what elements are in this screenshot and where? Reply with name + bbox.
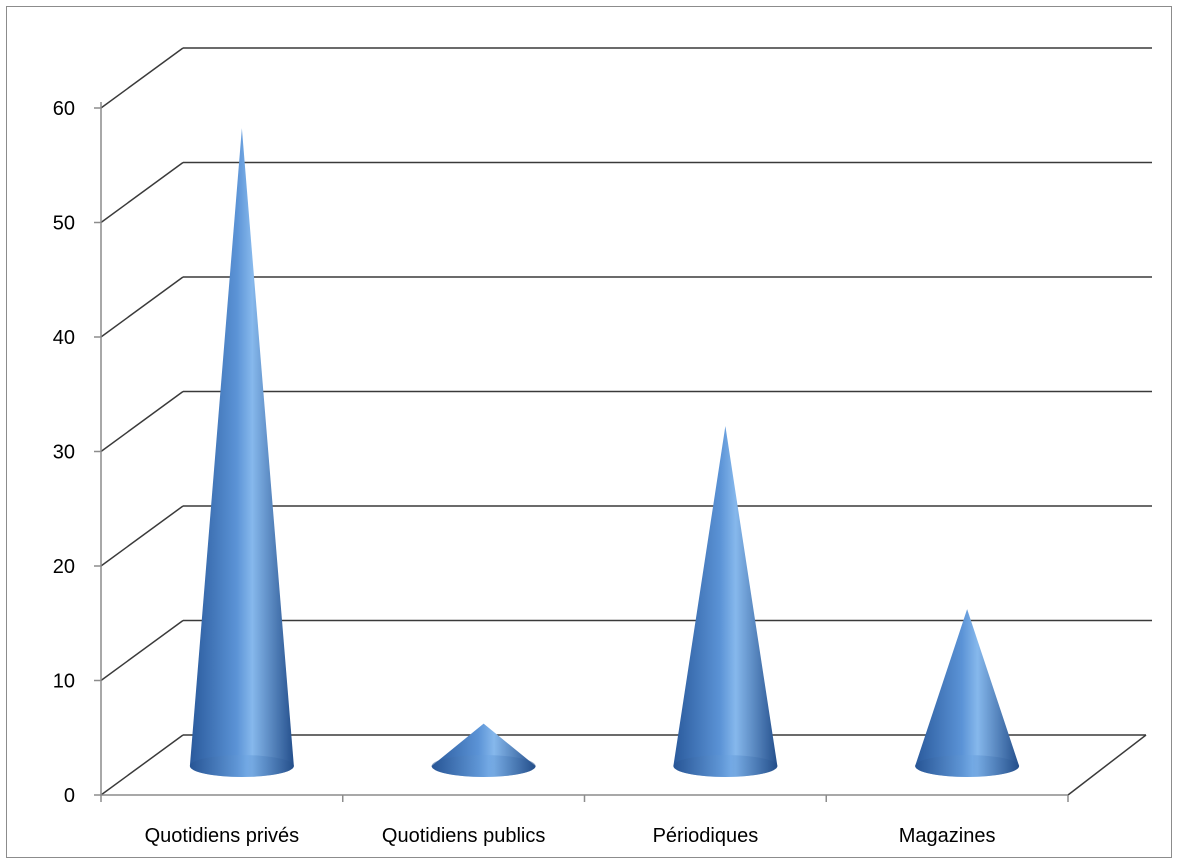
- cone: [673, 425, 778, 778]
- gridline-side: [100, 47, 184, 109]
- gridlines: [100, 47, 1152, 682]
- y-tick-label: 0: [64, 785, 75, 807]
- gridline-side: [100, 505, 184, 567]
- gridline-side: [100, 390, 184, 453]
- category-label: Quotidiens publics: [382, 825, 545, 847]
- cone: [915, 609, 1020, 778]
- cone-base: [673, 755, 778, 777]
- gridline-side: [100, 276, 184, 338]
- cone: [431, 723, 536, 778]
- gridline-side: [100, 161, 184, 224]
- y-tick-label: 10: [53, 671, 75, 693]
- cone-base: [915, 755, 1020, 777]
- cone: [189, 128, 294, 778]
- y-axis-tick-labels: 0 10 20 30 40 50 60: [53, 98, 75, 807]
- floor-edge-right: [1067, 734, 1147, 796]
- y-tick-label: 50: [53, 213, 75, 235]
- cone-body: [189, 128, 294, 778]
- y-tick-label: 20: [53, 556, 75, 578]
- category-label: Magazines: [899, 825, 996, 847]
- y-tick-label: 60: [53, 98, 75, 120]
- cone-base: [431, 755, 536, 777]
- y-tick-label: 40: [53, 327, 75, 349]
- cone-base: [189, 755, 294, 777]
- floor-edge-left: [100, 734, 184, 796]
- category-label: Quotidiens privés: [145, 825, 300, 847]
- x-axis-category-labels: Quotidiens privés Quotidiens publics Pério…: [145, 825, 996, 847]
- cone-body: [673, 425, 778, 778]
- category-label: Périodiques: [653, 825, 759, 847]
- y-tick-label: 30: [53, 442, 75, 464]
- cone-body: [915, 609, 1020, 778]
- gridline-side: [100, 619, 184, 682]
- cones: [189, 128, 1020, 778]
